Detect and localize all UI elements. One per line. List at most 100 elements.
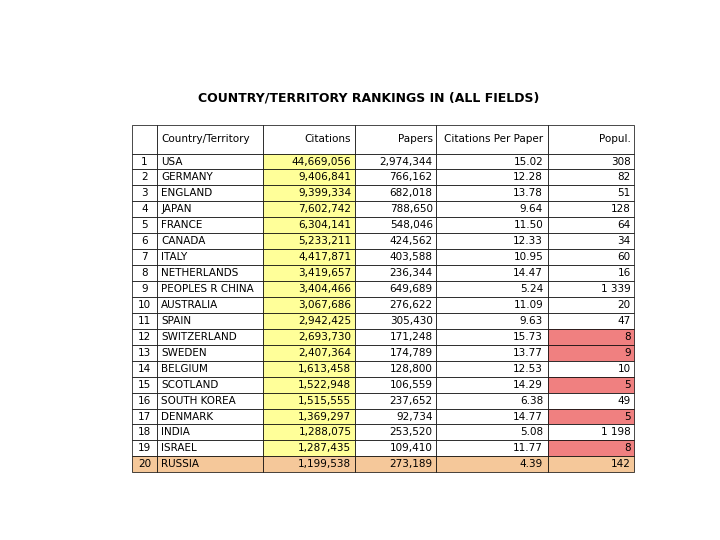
- Bar: [548, 377, 634, 393]
- Text: 15.73: 15.73: [513, 332, 543, 342]
- Bar: [132, 313, 157, 329]
- Text: 1,522,948: 1,522,948: [298, 380, 351, 390]
- Bar: [132, 170, 157, 185]
- Bar: [436, 170, 548, 185]
- Bar: [132, 265, 157, 281]
- Text: 10: 10: [618, 364, 631, 374]
- Text: SWITZERLAND: SWITZERLAND: [161, 332, 237, 342]
- Bar: [132, 201, 157, 217]
- Bar: [263, 217, 355, 233]
- Text: DENMARK: DENMARK: [161, 411, 213, 422]
- Bar: [355, 297, 436, 313]
- Text: 273,189: 273,189: [390, 460, 433, 469]
- Bar: [157, 456, 263, 472]
- Bar: [548, 313, 634, 329]
- Bar: [436, 201, 548, 217]
- Text: 128: 128: [611, 204, 631, 214]
- Text: 1,515,555: 1,515,555: [298, 396, 351, 406]
- Bar: [263, 424, 355, 441]
- Bar: [263, 281, 355, 297]
- Bar: [157, 329, 263, 345]
- Bar: [548, 456, 634, 472]
- Text: 128,800: 128,800: [390, 364, 433, 374]
- Text: 2,942,425: 2,942,425: [298, 316, 351, 326]
- Bar: [436, 361, 548, 377]
- Text: 14.77: 14.77: [513, 411, 543, 422]
- Bar: [157, 233, 263, 249]
- Text: 109,410: 109,410: [390, 443, 433, 454]
- Text: 51: 51: [617, 188, 631, 198]
- Text: 142: 142: [611, 460, 631, 469]
- Text: 10.95: 10.95: [513, 252, 543, 262]
- Text: Country/Territory: Country/Territory: [161, 134, 250, 144]
- Text: 34: 34: [617, 236, 631, 246]
- Bar: [157, 297, 263, 313]
- Bar: [132, 125, 157, 153]
- Text: 13.78: 13.78: [513, 188, 543, 198]
- Bar: [355, 265, 436, 281]
- Text: ISRAEL: ISRAEL: [161, 443, 197, 454]
- Text: 548,046: 548,046: [390, 220, 433, 230]
- Text: 4: 4: [141, 204, 148, 214]
- Bar: [355, 233, 436, 249]
- Bar: [548, 345, 634, 361]
- Text: 15.02: 15.02: [513, 157, 543, 166]
- Text: COUNTRY/TERRITORY RANKINGS IN (ALL FIELDS): COUNTRY/TERRITORY RANKINGS IN (ALL FIELD…: [198, 91, 540, 104]
- Text: 276,622: 276,622: [390, 300, 433, 310]
- Bar: [263, 441, 355, 456]
- Bar: [263, 125, 355, 153]
- Text: 1 339: 1 339: [601, 284, 631, 294]
- Text: 1,287,435: 1,287,435: [298, 443, 351, 454]
- Bar: [263, 249, 355, 265]
- Bar: [548, 424, 634, 441]
- Text: 64: 64: [617, 220, 631, 230]
- Text: 18: 18: [138, 428, 151, 437]
- Bar: [436, 281, 548, 297]
- Text: 47: 47: [617, 316, 631, 326]
- Text: 60: 60: [618, 252, 631, 262]
- Bar: [355, 313, 436, 329]
- Text: 16: 16: [138, 396, 151, 406]
- Text: 2,974,344: 2,974,344: [379, 157, 433, 166]
- Text: 2,693,730: 2,693,730: [298, 332, 351, 342]
- Bar: [263, 393, 355, 409]
- Bar: [548, 233, 634, 249]
- Bar: [436, 125, 548, 153]
- Bar: [132, 456, 157, 472]
- Text: 9.64: 9.64: [520, 204, 543, 214]
- Bar: [157, 313, 263, 329]
- Text: SWEDEN: SWEDEN: [161, 348, 207, 358]
- Text: 171,248: 171,248: [390, 332, 433, 342]
- Text: 13.77: 13.77: [513, 348, 543, 358]
- Bar: [436, 153, 548, 170]
- Text: 5,233,211: 5,233,211: [298, 236, 351, 246]
- Text: 16: 16: [617, 268, 631, 278]
- Text: 14.29: 14.29: [513, 380, 543, 390]
- Bar: [263, 201, 355, 217]
- Text: 2,407,364: 2,407,364: [298, 348, 351, 358]
- Text: BELGIUM: BELGIUM: [161, 364, 208, 374]
- Bar: [355, 249, 436, 265]
- Bar: [548, 185, 634, 201]
- Text: 788,650: 788,650: [390, 204, 433, 214]
- Bar: [355, 217, 436, 233]
- Bar: [132, 281, 157, 297]
- Bar: [548, 329, 634, 345]
- Bar: [355, 409, 436, 424]
- Bar: [355, 377, 436, 393]
- Bar: [548, 217, 634, 233]
- Bar: [436, 265, 548, 281]
- Bar: [263, 170, 355, 185]
- Text: 5: 5: [624, 380, 631, 390]
- Text: 12: 12: [138, 332, 151, 342]
- Bar: [436, 329, 548, 345]
- Text: JAPAN: JAPAN: [161, 204, 192, 214]
- Bar: [548, 125, 634, 153]
- Bar: [548, 201, 634, 217]
- Text: 19: 19: [138, 443, 151, 454]
- Text: 6: 6: [141, 236, 148, 246]
- Bar: [548, 441, 634, 456]
- Text: NETHERLANDS: NETHERLANDS: [161, 268, 238, 278]
- Text: 403,588: 403,588: [390, 252, 433, 262]
- Bar: [263, 233, 355, 249]
